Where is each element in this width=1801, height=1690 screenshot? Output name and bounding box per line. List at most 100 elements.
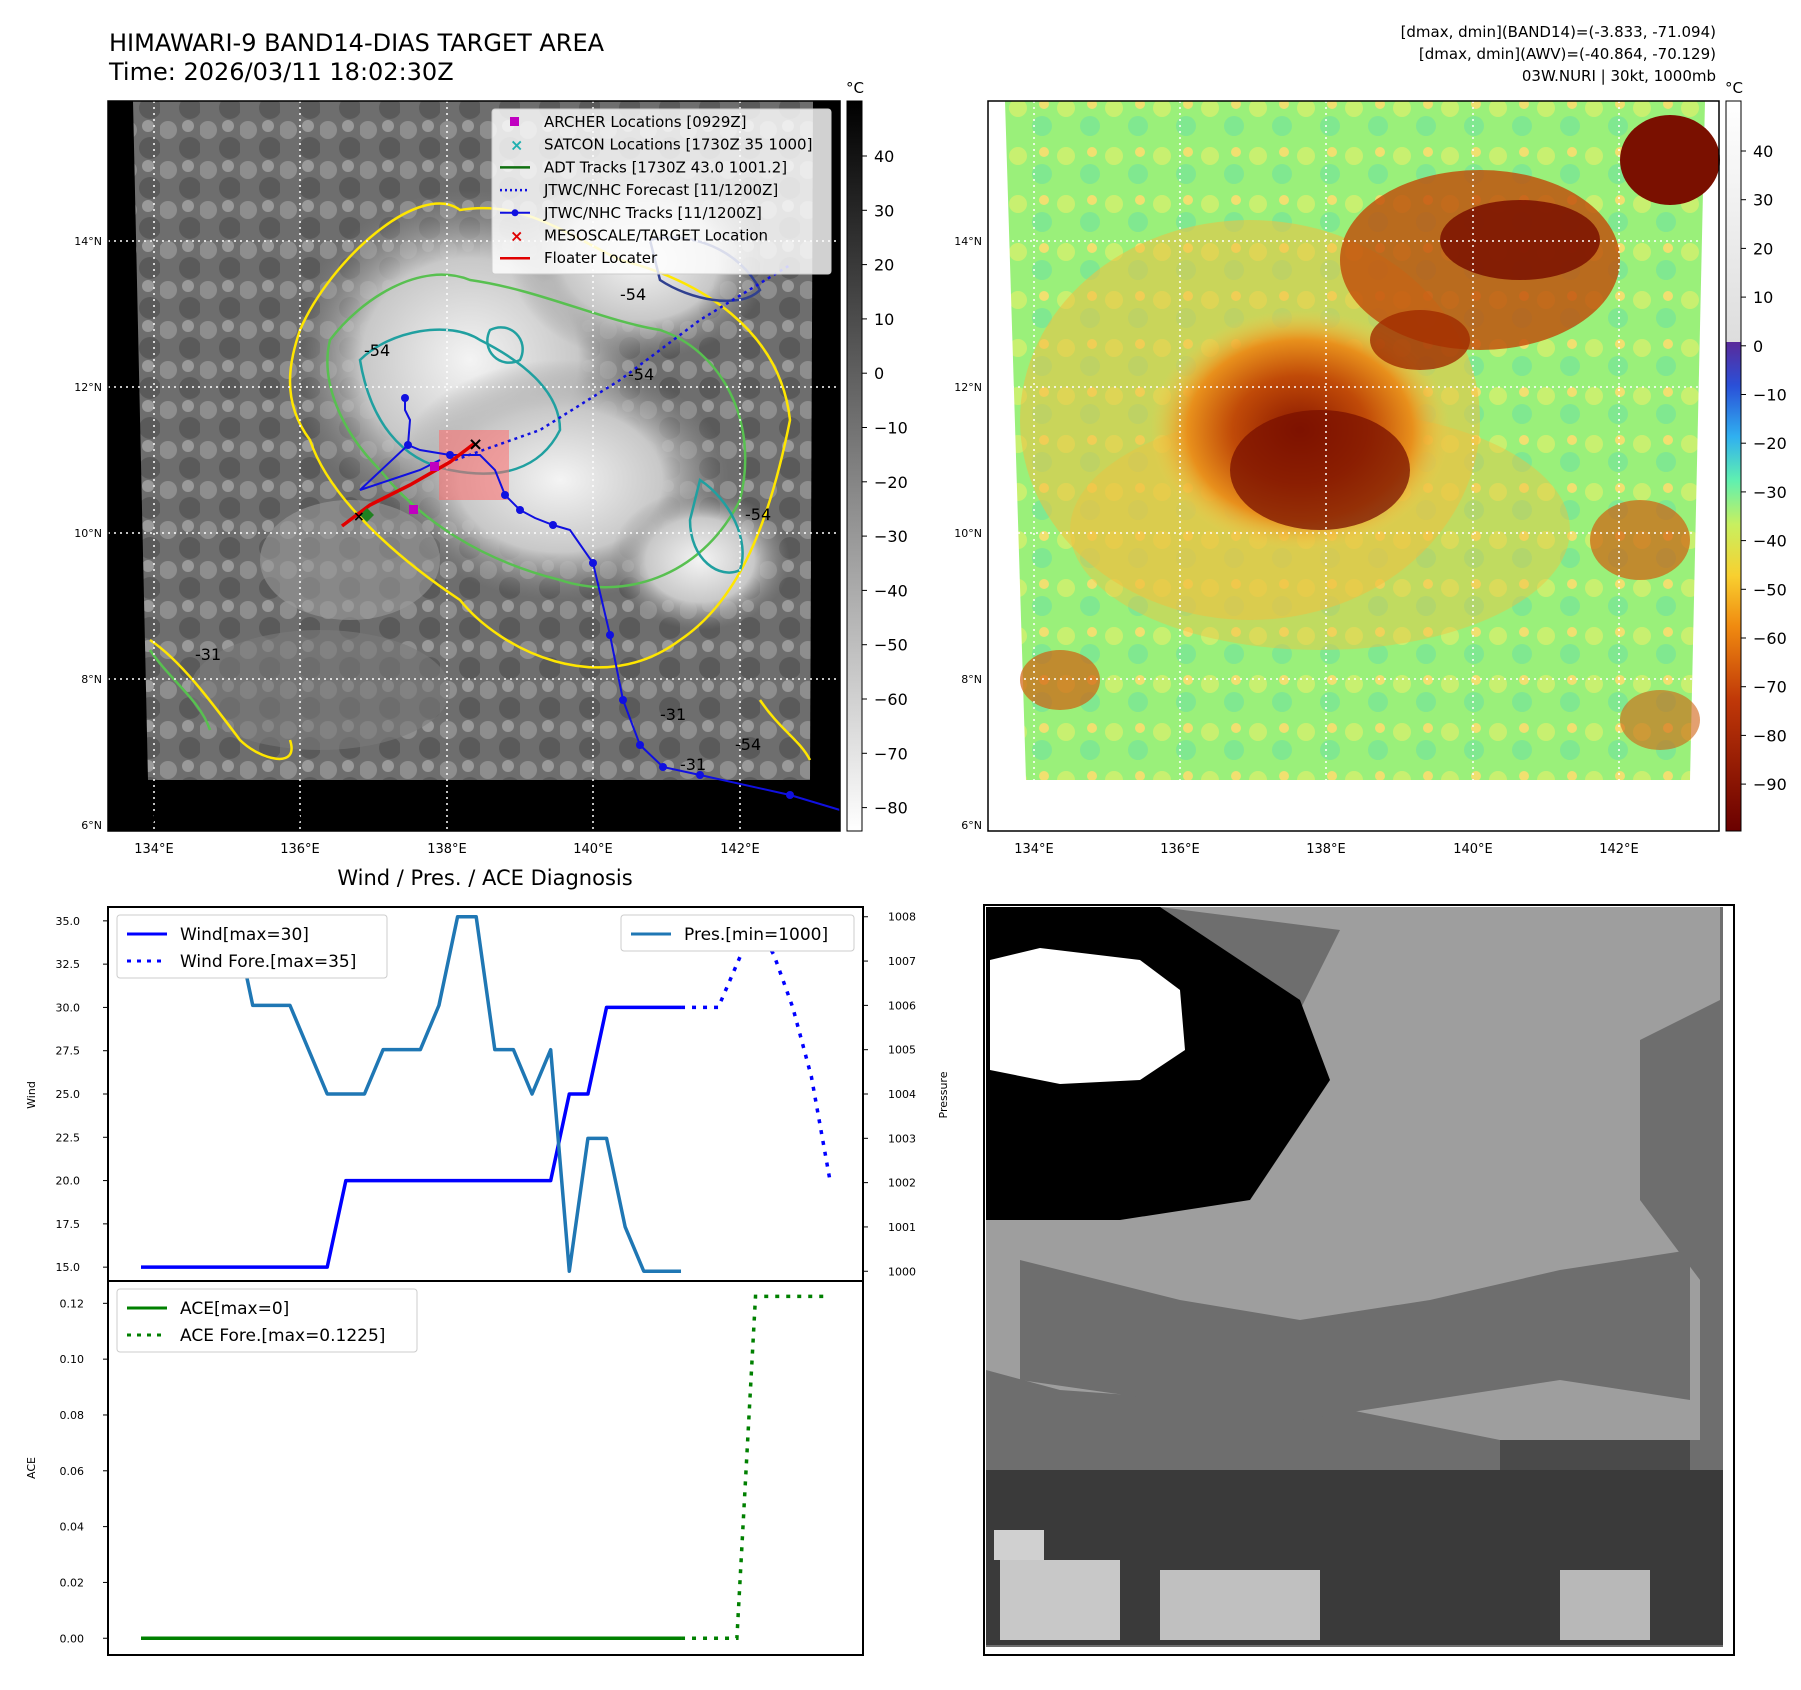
ace-forecast-series-line [681, 1294, 830, 1641]
ace-tick-label: 0.10 [60, 1353, 85, 1366]
lat-tick-label: 8°N [961, 673, 982, 686]
colorbar-tick-label: 0 [1753, 337, 1763, 356]
lat-tick-label: 14°N [954, 235, 982, 248]
legend-item: × MESOSCALE/TARGET Location [510, 227, 768, 246]
ace-tick-label: 0.00 [60, 1632, 85, 1645]
colorbar-tick-label: 10 [874, 310, 894, 329]
target-area-box [439, 430, 509, 500]
legend-item: × SATCON Locations [1730Z 35 1000] [510, 136, 812, 155]
wmg-count-label: WMG Count: 0 [1004, 922, 1165, 946]
legend-marker [510, 117, 519, 126]
colorbar-tick-label: −70 [874, 744, 908, 763]
ace-chart: 0.12 0.10 0.08 0.06 0.04 0.02 0.00 ACE ACE[max… [25, 1280, 864, 1656]
legend-label: MESOSCALE/TARGET Location [544, 227, 768, 245]
ace-tick-label: 0.08 [60, 1409, 85, 1422]
lat-tick-label: 6°N [961, 819, 982, 832]
legend-item: JTWC/NHC Forecast [11/1200Z] [500, 181, 778, 199]
contour-label: -54 [364, 341, 390, 360]
floater-locater-line [340, 441, 477, 528]
wmg-panel: WMG Count: 0 [983, 904, 1735, 1656]
colorbar-tick-label: −10 [874, 419, 908, 438]
colorbar-tick-label: 30 [874, 201, 894, 220]
wind-pressure-chart: 35.0 32.5 30.0 27.5 25.0 22.5 20.0 17.5 15.0 100… [25, 906, 950, 1282]
wind-forecast-series-line [681, 919, 832, 1181]
ir-legend: ARCHER Locations [0929Z] × SATCON Location… [491, 108, 832, 275]
pressure-tick-label: 1001 [888, 1221, 916, 1234]
pressure-tick-label: 1004 [888, 1088, 916, 1101]
ir-colorbar: °C 40 30 20 10 0 −10 −20 −30 −40 −50 −60 −70 −80 [846, 79, 908, 832]
ace-axis-label: ACE [25, 1457, 38, 1479]
ace-tick-label: 0.12 [60, 1297, 85, 1310]
wind-axis-label: Wind [25, 1081, 38, 1109]
pressure-tick-label: 1006 [888, 999, 916, 1012]
wind-tick-label: 15.0 [56, 1261, 81, 1274]
colorbar-tick-label: −50 [874, 636, 908, 655]
ir-image-panel: -54 -54 -54 -54 -31 -31 -54 -31 [107, 100, 841, 832]
contour-label: -31 [680, 755, 706, 774]
lon-tick-label: 136°E [280, 842, 320, 857]
lon-tick-label: 134°E [1014, 842, 1054, 857]
colorbar-tick-label: −70 [1753, 678, 1787, 697]
legend-label: JTWC/NHC Tracks [11/1200Z] [543, 204, 762, 222]
lat-tick-label: 14°N [74, 235, 102, 248]
lat-tick-label: 6°N [81, 819, 102, 832]
ace-tick-label: 0.02 [60, 1576, 85, 1589]
lat-tick-label: 12°N [954, 381, 982, 394]
colorbar-tick-label: 30 [1753, 191, 1773, 210]
wind-tick-label: 27.5 [56, 1045, 81, 1058]
pressure-tick-label: 1000 [888, 1265, 916, 1278]
legend-item: ARCHER Locations [0929Z] [510, 113, 747, 131]
legend-marker: × [510, 227, 523, 246]
legend-label: ADT Tracks [1730Z 43.0 1001.2] [544, 158, 787, 176]
colorbar-tick-label: −80 [1753, 726, 1787, 745]
band14-range: [dmax, dmin](BAND14)=(-3.833, -71.094) [1401, 23, 1716, 41]
lon-tick-label: 134°E [134, 842, 174, 857]
colorbar-tick-label: −40 [874, 581, 908, 600]
legend-wind-forecast: Wind Fore.[max=35] [180, 952, 356, 972]
enhanced-colorbar-unit: °C [1725, 79, 1743, 97]
lat-tick-label: 10°N [954, 527, 982, 540]
colorbar-tick-label: 10 [1753, 288, 1773, 307]
wind-tick-label: 17.5 [56, 1218, 81, 1231]
pressure-tick-label: 1005 [888, 1044, 916, 1057]
colorbar-tick-label: 20 [1753, 239, 1773, 258]
legend-pressure: Pres.[min=1000] [684, 925, 828, 945]
jtwc-forecast-track [454, 263, 791, 462]
legend-ace-forecast: ACE Fore.[max=0.1225] [180, 1326, 385, 1346]
jtwc-track [404, 398, 841, 811]
lon-tick-label: 140°E [573, 842, 613, 857]
contour-label: -31 [195, 645, 221, 664]
pressure-legend: Pres.[min=1000] [620, 914, 855, 952]
legend-marker: × [510, 136, 523, 155]
colorbar-tick-label: −40 [1753, 532, 1787, 551]
colorbar-tick-label: −80 [874, 799, 908, 818]
colorbar-tick-label: −20 [874, 473, 908, 492]
ir-colorbar-unit: °C [846, 79, 864, 97]
legend-item: Floater Locater [500, 249, 658, 267]
contour-label: -31 [660, 705, 686, 724]
svg-text:×: × [468, 434, 483, 455]
colorbar-tick-label: −30 [874, 527, 908, 546]
colorbar-tick-label: −60 [1753, 629, 1787, 648]
wind-tick-label: 32.5 [56, 958, 81, 971]
legend-label: JTWC/NHC Forecast [11/1200Z] [543, 181, 778, 199]
figure-timestamp: Time: 2026/03/11 18:02:30Z [108, 58, 454, 86]
lat-tick-label: 8°N [81, 673, 102, 686]
legend-label: ARCHER Locations [0929Z] [544, 113, 747, 131]
legend-item: ADT Tracks [1730Z 43.0 1001.2] [500, 158, 787, 176]
lon-tick-label: 140°E [1453, 842, 1493, 857]
colorbar-tick-label: 40 [1753, 142, 1773, 161]
lat-tick-label: 10°N [74, 527, 102, 540]
wind-tick-label: 35.0 [56, 915, 81, 928]
ace-legend: ACE[max=0] ACE Fore.[max=0.1225] [116, 1288, 418, 1353]
colorbar-tick-label: −50 [1753, 580, 1787, 599]
contour-label: -54 [620, 285, 646, 304]
lon-tick-label: 138°E [427, 842, 467, 857]
lon-tick-label: 142°E [1599, 842, 1639, 857]
legend-ace: ACE[max=0] [180, 1299, 289, 1319]
lat-tick-label: 12°N [74, 381, 102, 394]
wind-series-line [141, 1005, 682, 1269]
enhanced-colorbar: °C 40 30 20 10 0 −10 −20 −30 −40 −50 −60 −70 −80 −90 [1725, 79, 1787, 832]
pressure-tick-label: 1003 [888, 1132, 916, 1145]
